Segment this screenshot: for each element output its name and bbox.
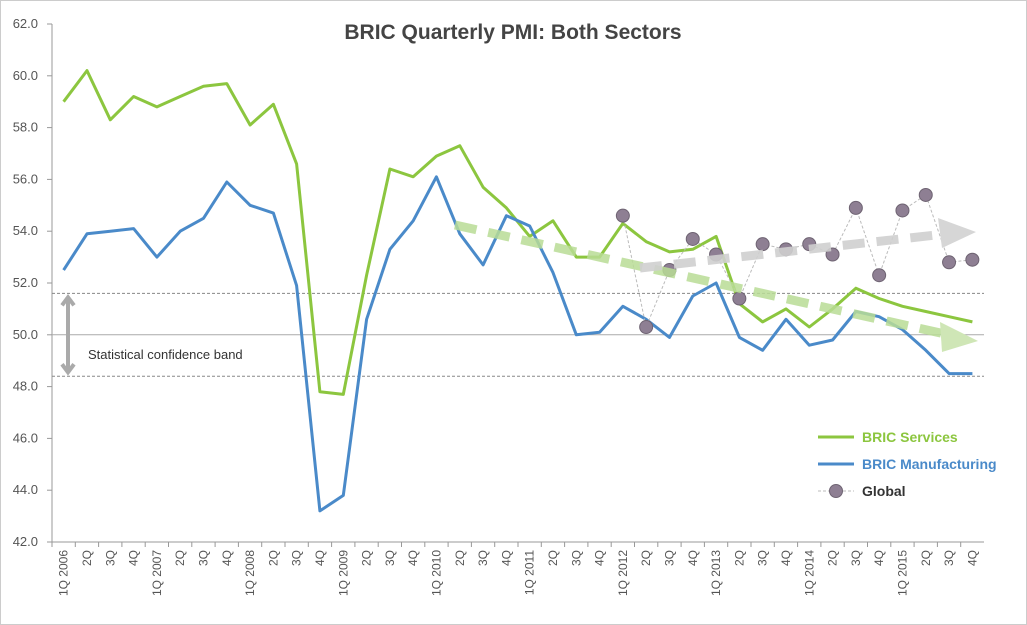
x-tick-label: 1Q 2007 — [150, 550, 164, 596]
x-tick-label: 3Q — [383, 550, 397, 566]
x-tick-label: 1Q 2008 — [243, 550, 257, 596]
arrow-head — [938, 218, 976, 248]
x-tick-label: 4Q — [406, 550, 420, 566]
legend-label: BRIC Manufacturing — [862, 456, 997, 472]
x-tick-label: 3Q — [290, 550, 304, 566]
x-tick-label: 1Q 2013 — [709, 550, 723, 596]
x-tick-label: 2Q — [360, 550, 374, 566]
x-tick-label: 1Q 2015 — [895, 550, 909, 596]
x-tick-label: 1Q 2006 — [57, 550, 71, 596]
y-tick-label: 52.0 — [13, 275, 38, 290]
x-tick-label: 2Q — [732, 550, 746, 566]
y-tick-label: 58.0 — [13, 120, 38, 135]
x-tick-label: 1Q 2009 — [336, 550, 350, 596]
point — [942, 255, 957, 270]
band-label: Statistical confidence band — [88, 347, 243, 362]
y-tick-label: 60.0 — [13, 68, 38, 83]
point — [918, 187, 933, 202]
x-tick-label: 4Q — [313, 550, 327, 566]
x-tick-label: 2Q — [173, 550, 187, 566]
point — [848, 200, 863, 215]
x-tick-label: 3Q — [103, 550, 117, 566]
x-tick-label: 3Q — [756, 550, 770, 566]
x-tick-label: 4Q — [220, 550, 234, 566]
x-tick-label: 1Q 2012 — [616, 550, 630, 596]
point — [755, 237, 770, 252]
chart-title: BRIC Quarterly PMI: Both Sectors — [344, 21, 681, 44]
x-tick-label: 3Q — [942, 550, 956, 566]
series-line — [622, 194, 973, 329]
y-tick-label: 48.0 — [13, 379, 38, 394]
x-tick-label: 4Q — [872, 550, 886, 566]
point — [639, 320, 654, 335]
legend-label: BRIC Services — [862, 429, 958, 445]
point — [895, 203, 910, 218]
y-tick-label: 56.0 — [13, 171, 38, 186]
point — [965, 252, 980, 267]
legend-swatch — [829, 484, 843, 498]
x-tick-label: 3Q — [476, 550, 490, 566]
x-tick-label: 2Q — [546, 550, 560, 566]
legend-label: Global — [862, 483, 906, 499]
x-tick-label: 2Q — [826, 550, 840, 566]
y-tick-label: 50.0 — [13, 327, 38, 342]
x-tick-label: 2Q — [453, 550, 467, 566]
x-tick-label: 4Q — [965, 550, 979, 566]
x-tick-label: 3Q — [849, 550, 863, 566]
point — [615, 208, 630, 223]
x-tick-label: 2Q — [639, 550, 653, 566]
x-tick-label: 4Q — [499, 550, 513, 566]
x-tick-label: 4Q — [593, 550, 607, 566]
y-tick-label: 62.0 — [13, 16, 38, 31]
y-tick-label: 46.0 — [13, 430, 38, 445]
x-tick-label: 3Q — [569, 550, 583, 566]
x-tick-label: 3Q — [662, 550, 676, 566]
x-tick-label: 1Q 2010 — [429, 550, 443, 596]
x-tick-label: 4Q — [127, 550, 141, 566]
point — [872, 268, 887, 283]
series-line — [62, 175, 973, 513]
services-trend-arrow — [454, 220, 946, 339]
arrow-head — [940, 322, 978, 352]
y-tick-label: 44.0 — [13, 482, 38, 497]
x-tick-label: 4Q — [779, 550, 793, 566]
x-tick-label: 2Q — [919, 550, 933, 566]
point — [732, 291, 747, 306]
x-tick-label: 1Q 2011 — [523, 550, 537, 595]
point — [685, 231, 700, 246]
trend-arrows — [454, 218, 978, 352]
global-trend-arrow — [639, 229, 946, 273]
x-tick-label: 2Q — [266, 550, 280, 566]
y-tick-label: 54.0 — [13, 223, 38, 238]
x-tick-label: 1Q 2014 — [802, 550, 816, 596]
x-tick-label: 3Q — [196, 550, 210, 566]
y-tick-label: 42.0 — [13, 534, 38, 549]
x-tick-label: 2Q — [80, 550, 94, 566]
band-arrow — [60, 294, 76, 376]
x-tick-label: 4Q — [686, 550, 700, 566]
